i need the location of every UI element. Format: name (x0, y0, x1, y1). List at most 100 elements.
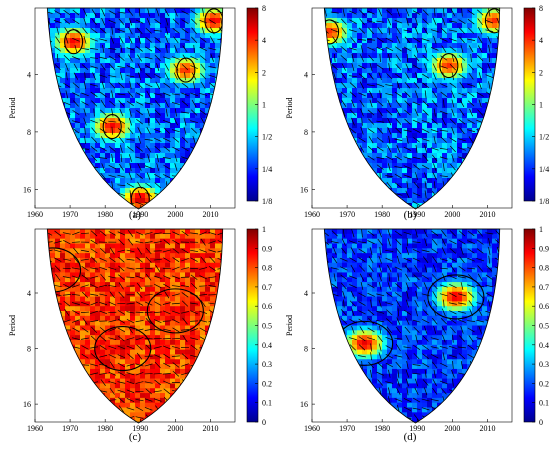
heat-cell (100, 287, 105, 292)
heat-cell (85, 316, 90, 321)
heat-cell (467, 53, 472, 58)
panel-caption: (b) (404, 209, 417, 221)
heat-cell (372, 63, 377, 68)
heat-cell (120, 243, 125, 248)
heat-cell (55, 263, 60, 268)
heat-cell (135, 113, 140, 118)
heat-cell (105, 123, 110, 128)
heat-cell (90, 330, 95, 335)
heat-cell (422, 193, 427, 198)
heat-cell (100, 239, 105, 244)
heat-cell (115, 364, 120, 369)
heat-cell (90, 123, 95, 128)
heat-cell (452, 33, 457, 38)
heat-cell (387, 133, 392, 138)
heat-cell (407, 88, 412, 93)
heat-cell (160, 148, 165, 153)
heat-cell (80, 297, 85, 302)
heat-cell (200, 63, 205, 68)
heat-cell (362, 43, 367, 48)
heat-cell (150, 108, 155, 113)
heat-cell (185, 48, 190, 53)
heat-cell (175, 88, 180, 93)
heat-cell (462, 78, 467, 83)
heat-cell (75, 88, 80, 93)
heat-cell (442, 133, 447, 138)
heat-cell (477, 68, 482, 73)
heat-cell (145, 28, 150, 33)
heat-cell (150, 133, 155, 138)
heat-cell (372, 108, 377, 113)
heat-cell (392, 108, 397, 113)
heat-cell (382, 128, 387, 133)
heat-cell (150, 128, 155, 133)
heat-cell (125, 88, 130, 93)
heat-cell (175, 133, 180, 138)
heat-cell (110, 178, 115, 183)
colorbar-tick-label: 2 (539, 68, 543, 77)
heat-cell (452, 143, 457, 148)
heat-cell (452, 23, 457, 28)
heat-cell (462, 148, 467, 153)
heat-cell (95, 306, 100, 311)
heat-cell (397, 168, 402, 173)
heat-cell (60, 292, 65, 297)
heat-cell (85, 287, 90, 292)
heat-cell (75, 292, 80, 297)
heat-cell (210, 53, 215, 58)
y-tick-label: 8 (304, 128, 308, 137)
heat-cell (120, 158, 125, 163)
heat-cell (462, 83, 467, 88)
heat-cell (85, 326, 90, 331)
heat-cell (412, 158, 417, 163)
heat-cell (185, 118, 190, 123)
heat-cell (115, 63, 120, 68)
heat-cell (442, 13, 447, 18)
heat-cell (195, 83, 200, 88)
heat-cell (115, 43, 120, 48)
heat-cell (387, 73, 392, 78)
heat-cell (457, 108, 462, 113)
heat-cell (110, 23, 115, 28)
heat-cell (85, 292, 90, 297)
heat-cell (120, 83, 125, 88)
heat-cell (337, 68, 342, 73)
heat-cell (392, 113, 397, 118)
heat-cell (427, 153, 432, 158)
heat-cell (160, 58, 165, 63)
heat-cell (70, 103, 75, 108)
heat-cell (165, 78, 170, 83)
heat-cell (155, 188, 160, 193)
heat-cell (462, 128, 467, 133)
heat-cell (105, 153, 110, 158)
heat-cell (407, 198, 412, 203)
heat-cell (437, 48, 442, 53)
heat-cell (145, 68, 150, 73)
heat-cell (352, 123, 357, 128)
heat-cell (352, 83, 357, 88)
heat-cell (140, 148, 145, 153)
heat-cell (482, 53, 487, 58)
heat-cell (80, 335, 85, 340)
heat-cell (90, 98, 95, 103)
heat-cell (357, 13, 362, 18)
x-tick-label: 2000 (444, 210, 460, 219)
heat-cell (115, 98, 120, 103)
heat-cell (402, 138, 407, 143)
heat-cell (135, 118, 140, 123)
heat-cell (417, 133, 422, 138)
heat-cell (150, 73, 155, 78)
heat-cell (407, 143, 412, 148)
heat-cell (392, 103, 397, 108)
heat-cell (100, 48, 105, 53)
heat-cell (482, 38, 487, 43)
heat-cell (65, 297, 70, 302)
heat-cell (145, 138, 150, 143)
heat-cell (80, 321, 85, 326)
heat-cell (382, 53, 387, 58)
heat-cell (180, 33, 185, 38)
heat-cell (472, 33, 477, 38)
heat-cell (170, 158, 175, 163)
heat-cell (377, 108, 382, 113)
heat-cell (387, 23, 392, 28)
